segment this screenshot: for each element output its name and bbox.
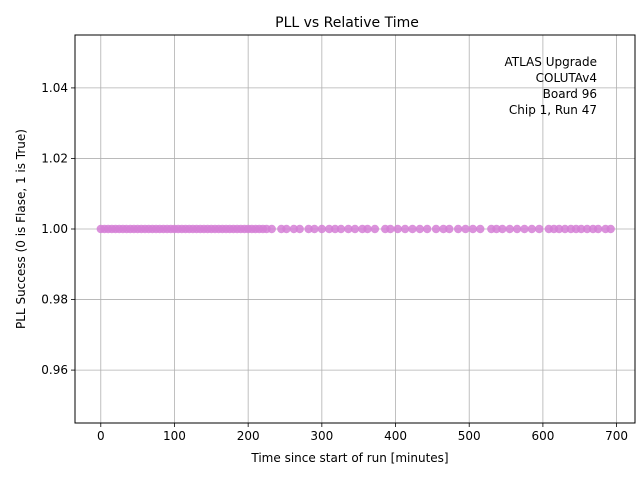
chart-annotation: ATLAS Upgrade COLUTAv4 Board 96 Chip 1, … (504, 55, 597, 117)
data-point (606, 224, 615, 234)
data-point (282, 224, 291, 234)
y-tick-label: 1.00 (41, 222, 68, 236)
data-point (476, 224, 485, 234)
data-point (593, 224, 603, 234)
data-point (512, 224, 522, 234)
data-point (330, 224, 340, 234)
x-tick-label: 500 (458, 429, 481, 443)
data-point (393, 224, 402, 234)
data-point (400, 224, 410, 234)
data-point (498, 224, 507, 234)
annotation-line: Chip 1, Run 47 (509, 103, 597, 117)
data-point (527, 224, 537, 234)
data-point (295, 224, 304, 234)
chart-title: PLL vs Relative Time (275, 15, 419, 31)
x-tick-label: 200 (237, 429, 260, 443)
data-point (535, 224, 544, 234)
x-tick-label: 400 (384, 429, 407, 443)
data-point (554, 224, 564, 234)
data-point (344, 224, 353, 234)
data-point (317, 224, 327, 234)
data-point (492, 224, 501, 234)
annotation-line: ATLAS Upgrade (504, 55, 597, 69)
data-point (386, 224, 395, 234)
data-point (453, 224, 463, 234)
x-axis-label: Time since start of run [minutes] (250, 451, 448, 465)
data-point (560, 224, 570, 234)
axis-ticks: 0 100 200 300 400 500 600 700 0.96 0.98 1.00 1.02 1.… (41, 81, 628, 443)
data-point (431, 224, 441, 234)
data-point (582, 224, 592, 234)
x-tick-label: 700 (605, 429, 628, 443)
data-point (304, 224, 313, 234)
data-point (445, 224, 454, 234)
data-point (310, 224, 319, 234)
data-point (408, 224, 417, 234)
data-point (423, 224, 432, 234)
data-point (289, 224, 299, 234)
y-tick-label: 1.04 (41, 81, 68, 95)
y-tick-label: 0.98 (41, 293, 68, 307)
data-point (505, 224, 514, 234)
data-point (370, 224, 380, 234)
annotation-line: Board 96 (543, 87, 597, 101)
data-point (461, 224, 470, 234)
y-axis-label: PLL Success (0 is Flase, 1 is True) (14, 129, 28, 329)
data-points (96, 224, 615, 234)
data-point (439, 224, 448, 234)
data-point (325, 224, 334, 234)
data-point (336, 224, 346, 234)
y-tick-label: 0.96 (41, 363, 68, 377)
y-tick-label: 1.02 (41, 151, 68, 165)
annotation-line: COLUTAv4 (536, 71, 597, 85)
data-point (350, 224, 360, 234)
x-tick-label: 100 (163, 429, 186, 443)
data-point (520, 224, 529, 234)
x-tick-label: 600 (531, 429, 554, 443)
data-point (363, 224, 372, 234)
data-point (267, 224, 276, 234)
x-tick-label: 300 (310, 429, 333, 443)
data-point (415, 224, 425, 234)
x-tick-label: 0 (97, 429, 105, 443)
data-point (468, 224, 478, 234)
data-point (577, 224, 586, 234)
